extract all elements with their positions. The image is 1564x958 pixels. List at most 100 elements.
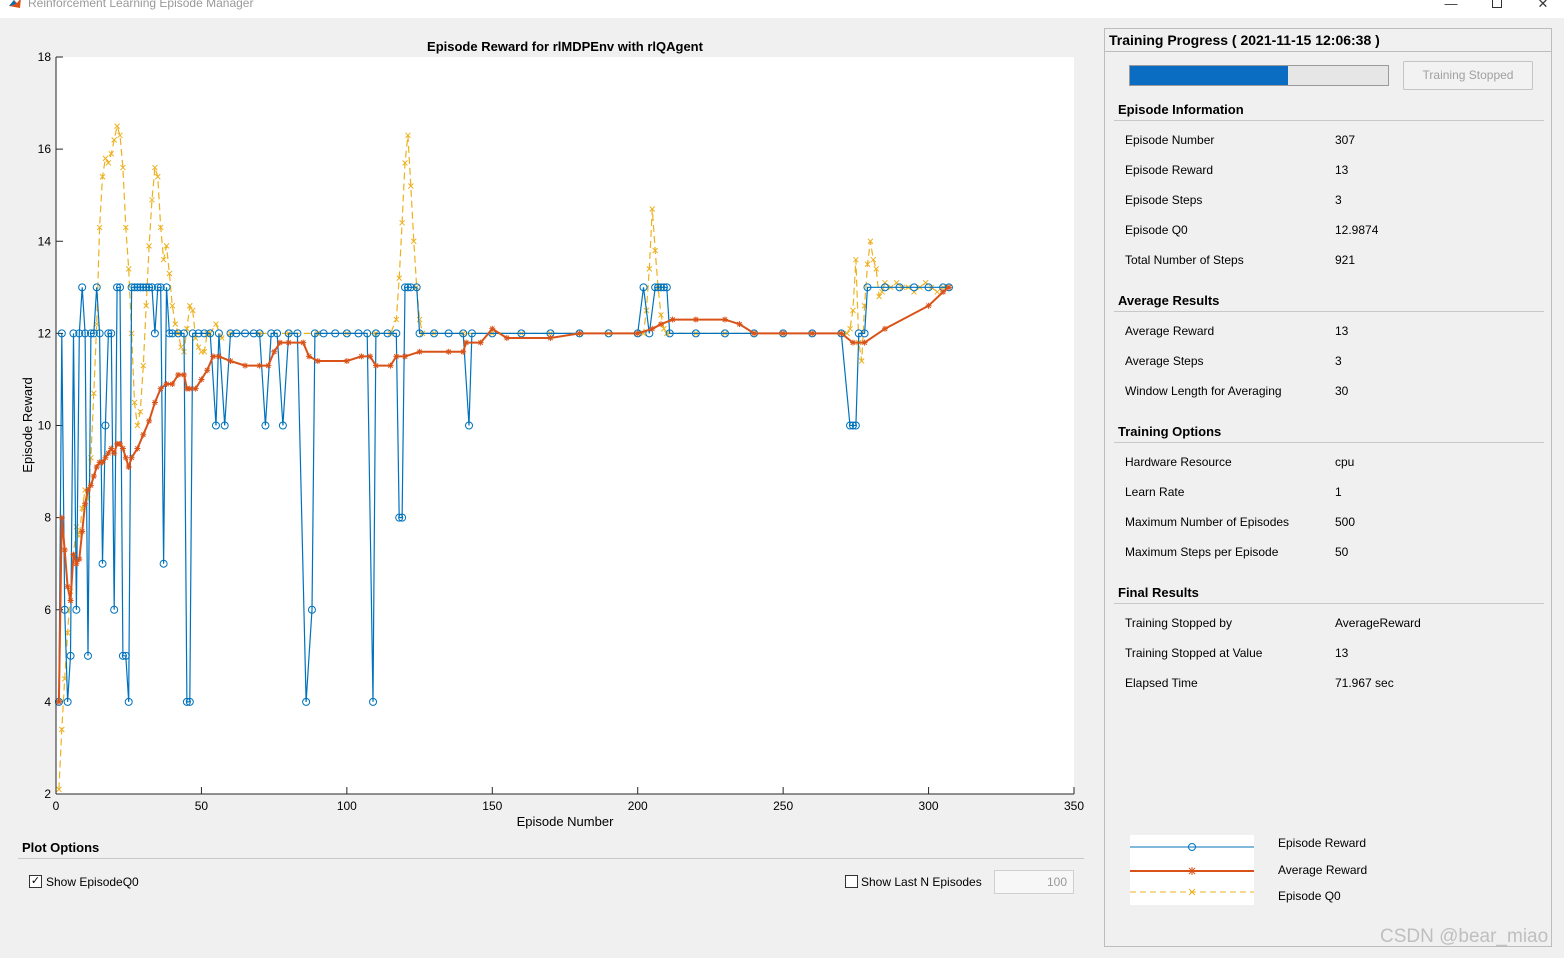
episode-reward-point [880, 283, 889, 292]
episode-reward-point [860, 329, 869, 338]
average-reward-point [122, 454, 129, 461]
average-reward-point [151, 399, 158, 406]
window-length-value: 30 [1335, 384, 1349, 398]
episode-q0-point [396, 275, 403, 281]
average-reward-point [634, 330, 641, 337]
episode-q0-point [646, 266, 653, 272]
maximize-button[interactable] [1474, 0, 1520, 18]
episode-q0-point [90, 390, 97, 397]
average-reward-point [285, 339, 292, 346]
average-reward-point [314, 358, 321, 365]
episode-reward-point [83, 651, 92, 660]
episode-reward-point [107, 329, 116, 338]
episode-q0-point [847, 325, 853, 332]
training-progress-bar [1129, 65, 1389, 86]
training-progress-title: Training Progress ( 2021-11-15 12:06:38 … [1109, 32, 1380, 48]
hardware-resource-value: cpu [1335, 455, 1355, 469]
episode-q0-point [416, 316, 423, 323]
average-reward-point [721, 316, 728, 323]
average-reward-point [93, 463, 100, 470]
episode-reward-point [182, 697, 191, 706]
episode-reward-point [241, 329, 250, 338]
average-reward-point [186, 385, 193, 392]
episode-reward-point [75, 329, 84, 338]
average-reward-point [61, 546, 68, 553]
show-last-n-checkbox[interactable] [845, 875, 858, 888]
episode-reward-point [444, 329, 453, 338]
episode-reward-point [232, 329, 241, 338]
episode-reward-point [406, 283, 415, 292]
plot-options-divider [18, 858, 1084, 859]
episode-reward-point [395, 513, 404, 522]
average-reward-point [925, 302, 932, 309]
episode-q0-point [853, 256, 859, 263]
average-reward-point [76, 556, 83, 563]
max-steps-value: 50 [1335, 545, 1349, 559]
episode-reward-point [854, 329, 863, 338]
y-tick-label: 8 [44, 511, 51, 525]
x-axis-label: Episode Number [517, 814, 614, 829]
average-reward-point [125, 463, 132, 470]
episode-q0-point [157, 224, 164, 231]
episode-q0-point [393, 316, 400, 323]
last-n-episodes-input[interactable]: 100 [994, 870, 1074, 894]
legend-episode-q0-symbol [1130, 888, 1254, 896]
average-reward-point [358, 353, 365, 360]
episode-reward-point [211, 421, 220, 430]
average-reward-point [82, 500, 89, 507]
chart-title: Episode Reward for rlMDPEnv with rlQAgen… [427, 39, 704, 54]
episode-q0-point [407, 183, 414, 189]
episode-q0-point [873, 266, 880, 272]
x-tick-label: 200 [628, 799, 648, 813]
y-tick-label: 16 [38, 142, 52, 156]
episode-reward-point [895, 283, 904, 292]
episode-reward-point [720, 329, 729, 338]
episode-reward-point [174, 329, 183, 338]
average-reward-point [67, 597, 74, 604]
average-reward-point [146, 417, 153, 424]
legend-episode-reward-label: Episode Reward [1278, 836, 1367, 850]
episode-reward-point [139, 283, 148, 292]
episode-number-value: 307 [1335, 133, 1356, 147]
average-reward-point [73, 560, 80, 567]
window-title: Reinforcement Learning Episode Manager [28, 0, 254, 10]
average-reward-point [180, 371, 187, 378]
episode-reward-point [142, 283, 151, 292]
minimize-button[interactable]: — [1444, 0, 1458, 11]
episode-reward-point [188, 329, 197, 338]
max-episodes-label: Maximum Number of Episodes [1125, 515, 1290, 529]
average-reward-point [204, 367, 211, 374]
episode-q0-point [117, 132, 123, 139]
episode-reward-point [293, 329, 302, 338]
episode-reward-point [72, 605, 81, 614]
episode-reward-point [310, 329, 319, 338]
stopped-at-value-label: Training Stopped at Value [1125, 646, 1263, 660]
average-reward-point [300, 339, 307, 346]
episode-reward-point [101, 421, 110, 430]
episode-q0-point [99, 173, 106, 180]
training-stopped-button[interactable]: Training Stopped [1403, 61, 1533, 90]
episode-reward-point [654, 283, 663, 292]
average-reward-point [576, 330, 583, 337]
show-episodeq0-checkbox[interactable]: ✓ [29, 875, 42, 888]
x-tick-label: 300 [919, 799, 939, 813]
episode-reward-point [383, 329, 392, 338]
average-reward-point [547, 334, 554, 341]
episode-q0-point [166, 270, 173, 277]
episode-reward-point [944, 283, 953, 292]
episode-reward-point [136, 283, 145, 292]
close-button[interactable]: ✕ [1537, 0, 1549, 11]
episode-reward-point [403, 283, 412, 292]
average-reward-point [736, 321, 743, 328]
episode-reward-point [398, 513, 407, 522]
episode-reward-point [127, 283, 136, 292]
window-length-label: Window Length for Averaging [1125, 384, 1282, 398]
episode-q0-point [108, 150, 115, 157]
average-reward-point [838, 330, 845, 337]
episode-q0-point [58, 726, 65, 733]
average-reward-point [503, 334, 510, 341]
episode-reward-plot[interactable]: 0 50 100 150 200 250 300 350 2 4 6 8 10 12 14 16 18 Epis… [0, 18, 1090, 838]
average-reward-point [157, 385, 164, 392]
episode-q0-point [186, 302, 193, 309]
episode-q0-point [850, 307, 856, 314]
